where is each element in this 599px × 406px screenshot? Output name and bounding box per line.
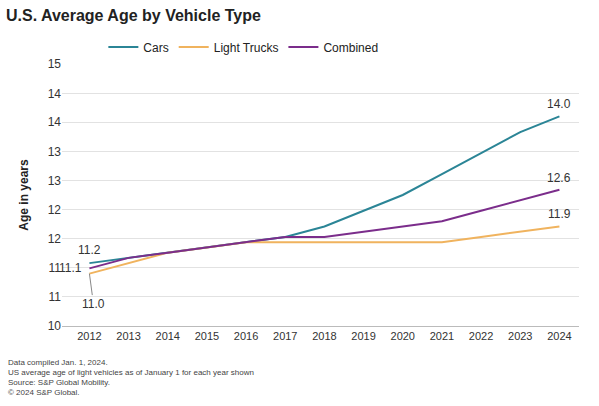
svg-text:2018: 2018 [312, 330, 336, 342]
svg-text:2016: 2016 [234, 330, 258, 342]
svg-text:13: 13 [48, 145, 62, 159]
svg-text:2017: 2017 [273, 330, 297, 342]
svg-text:Data compiled Jan. 1, 2024.: Data compiled Jan. 1, 2024. [8, 358, 108, 367]
svg-text:11.1: 11.1 [59, 261, 82, 275]
svg-text:Cars: Cars [143, 41, 168, 55]
svg-text:Age in years: Age in years [17, 159, 31, 231]
svg-text:2013: 2013 [116, 330, 140, 342]
svg-text:2019: 2019 [351, 330, 375, 342]
svg-text:2022: 2022 [469, 330, 493, 342]
svg-text:11: 11 [49, 261, 62, 275]
svg-text:14: 14 [48, 87, 62, 101]
svg-text:12: 12 [48, 232, 62, 246]
svg-text:11: 11 [49, 290, 62, 304]
svg-text:11.9: 11.9 [548, 207, 571, 221]
svg-text:Source: S&P Global Mobility.: Source: S&P Global Mobility. [8, 378, 110, 387]
svg-text:Light Trucks: Light Trucks [214, 41, 279, 55]
svg-text:14.0: 14.0 [547, 97, 571, 111]
svg-text:2021: 2021 [430, 330, 454, 342]
svg-text:2014: 2014 [156, 330, 180, 342]
svg-text:2023: 2023 [508, 330, 532, 342]
svg-text:12: 12 [48, 203, 62, 217]
svg-text:10: 10 [48, 319, 62, 333]
svg-text:2015: 2015 [195, 330, 219, 342]
svg-text:© 2024 S&P Global.: © 2024 S&P Global. [8, 388, 80, 397]
svg-text:13: 13 [48, 174, 62, 188]
svg-text:US average age of light vehicl: US average age of light vehicles as of J… [8, 368, 254, 377]
svg-text:2020: 2020 [391, 330, 415, 342]
svg-text:15: 15 [48, 57, 62, 71]
svg-text:12.6: 12.6 [547, 171, 571, 185]
svg-text:11.2: 11.2 [78, 243, 101, 257]
svg-text:14: 14 [48, 115, 62, 129]
svg-text:11.0: 11.0 [82, 297, 105, 311]
svg-text:2012: 2012 [77, 330, 101, 342]
svg-text:U.S. Average Age by Vehicle Ty: U.S. Average Age by Vehicle Type [6, 7, 261, 24]
svg-text:2024: 2024 [547, 330, 571, 342]
svg-text:Combined: Combined [323, 41, 378, 55]
